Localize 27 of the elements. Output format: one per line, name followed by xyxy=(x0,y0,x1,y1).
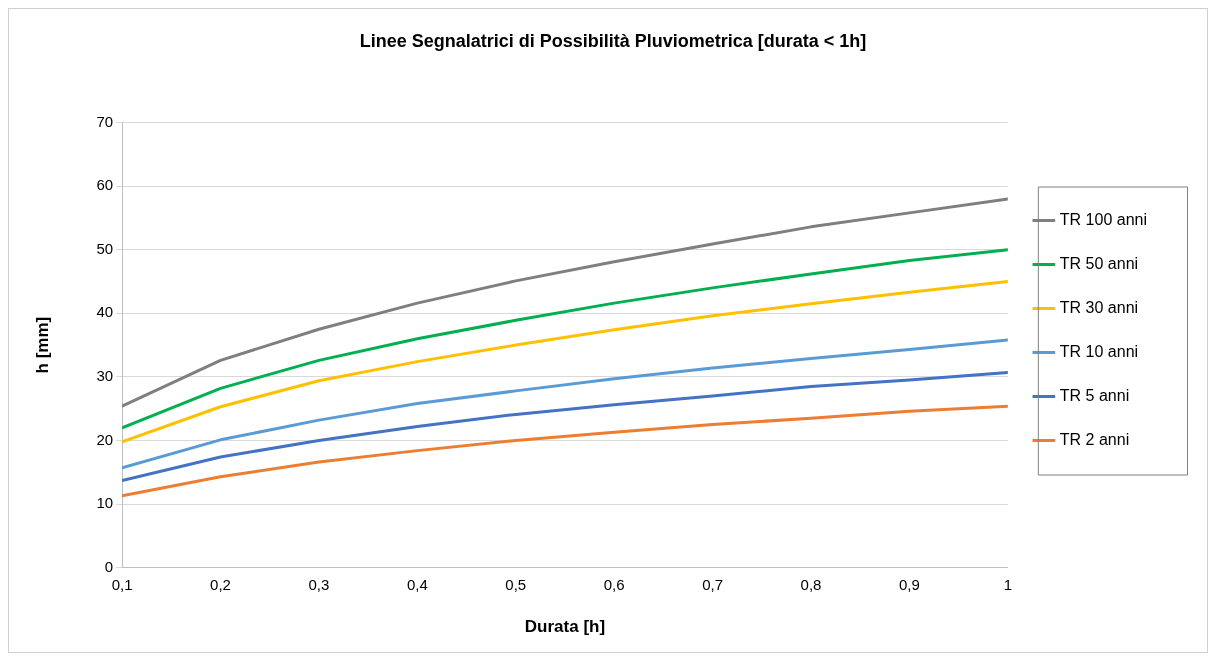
legend-label: TR 100 anni xyxy=(1059,210,1148,228)
x-axis-title: Durata [h] xyxy=(524,617,606,637)
legend-label: TR 30 anni xyxy=(1059,298,1139,316)
x-tick-label: 0,5 xyxy=(505,575,527,593)
legend-label: TR 5 anni xyxy=(1059,386,1130,404)
legend-label: TR 50 anni xyxy=(1059,254,1139,272)
y-axis-title: h [mm] xyxy=(32,316,52,374)
x-tick-label: 0,6 xyxy=(603,575,625,593)
y-tick-label: 30 xyxy=(96,367,114,385)
x-tick-label: 0,7 xyxy=(702,575,724,593)
x-tick-label: 0,4 xyxy=(406,575,428,593)
chart-title: Linee Segnalatrici di Possibilità Pluviometrica [durata < 1h] xyxy=(359,30,867,51)
legend-label: TR 10 anni xyxy=(1059,342,1139,360)
x-tick-label: 0,9 xyxy=(898,575,920,593)
y-tick-label: 10 xyxy=(96,494,114,512)
y-tick-label: 50 xyxy=(96,239,114,257)
y-tick-label: 20 xyxy=(96,430,114,448)
x-tick-label: 0,1 xyxy=(111,575,133,593)
y-tick-label: 70 xyxy=(96,112,114,130)
y-tick-label: 0 xyxy=(104,557,114,575)
x-tick-label: 0,8 xyxy=(800,575,822,593)
x-tick-label: 0,2 xyxy=(210,575,231,593)
y-tick-label: 40 xyxy=(96,303,114,321)
y-tick-label: 60 xyxy=(96,176,114,194)
x-tick-label: 1 xyxy=(1003,575,1013,593)
legend-label: TR 2 anni xyxy=(1059,430,1130,448)
x-tick-label: 0,3 xyxy=(308,575,330,593)
